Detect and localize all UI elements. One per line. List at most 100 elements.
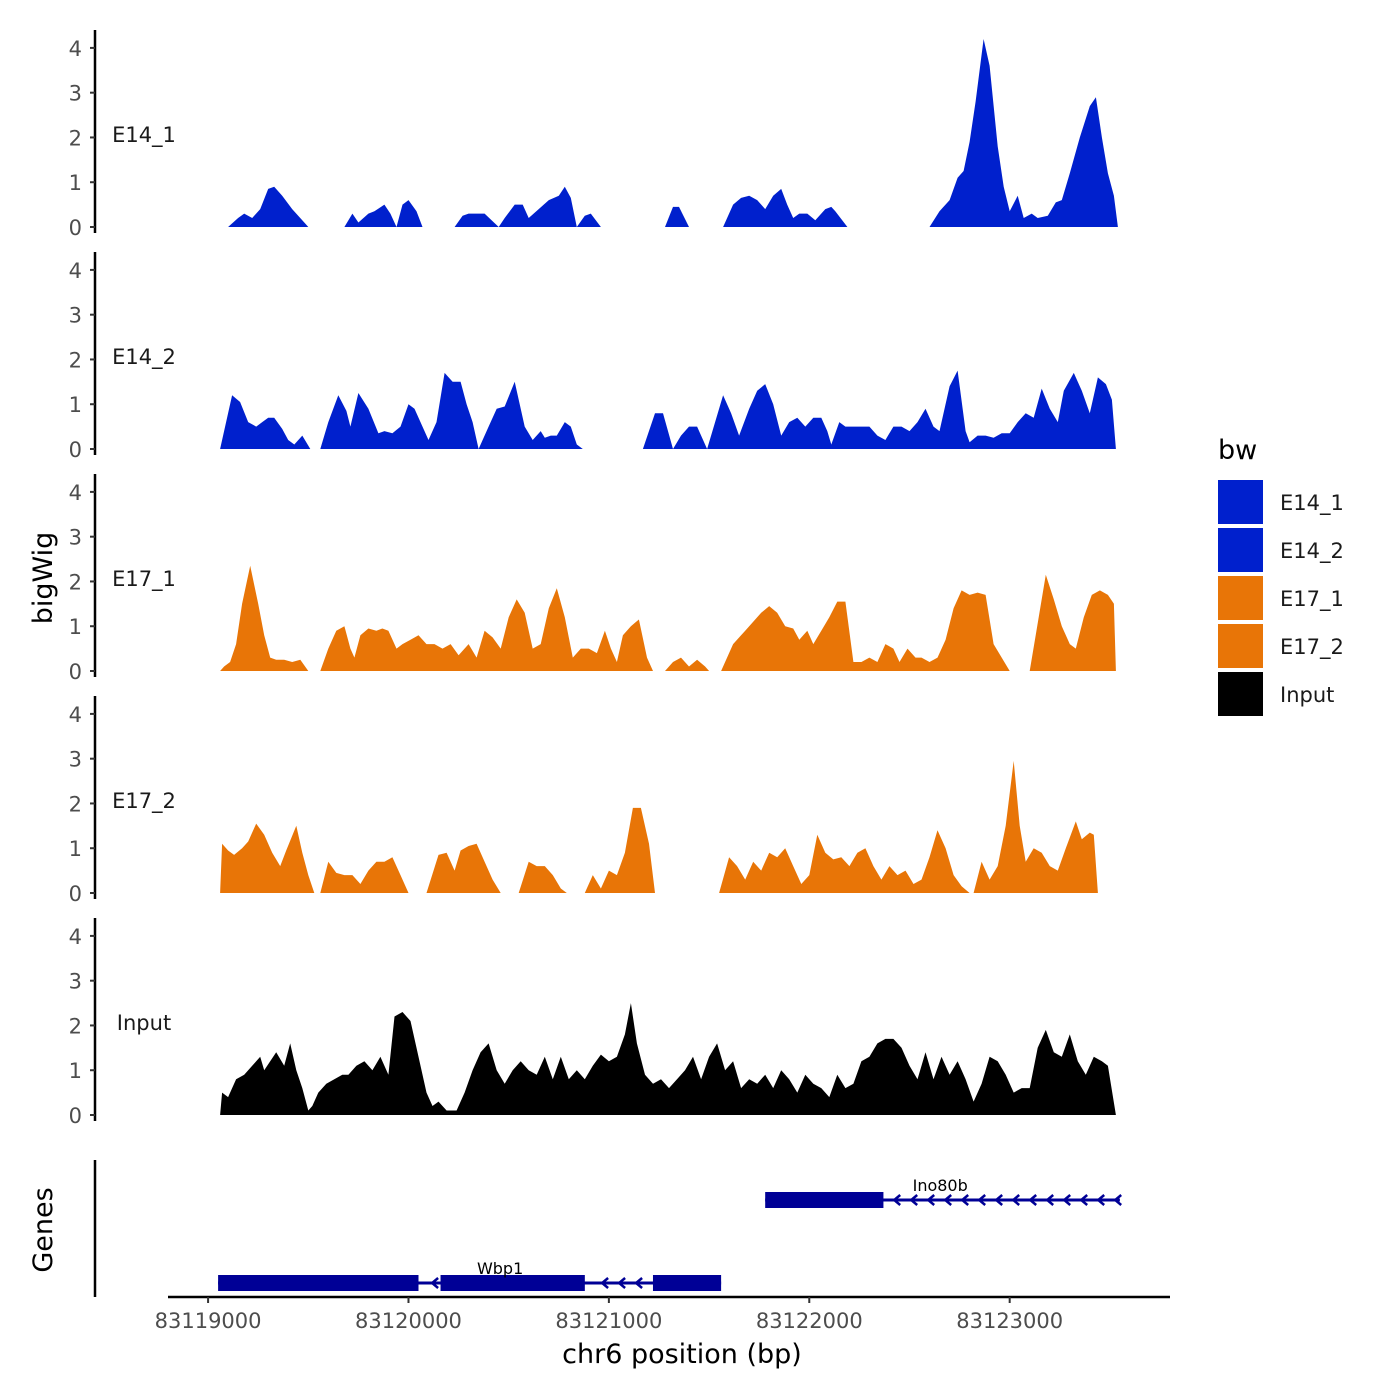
y-axis-title: bigWig bbox=[28, 532, 59, 625]
track-e14-2: 0 1 2 3 4 E14_2 bbox=[69, 252, 1116, 462]
signal-area bbox=[719, 760, 1098, 893]
y-tick-label: 3 bbox=[69, 304, 82, 328]
y-tick-label: 2 bbox=[69, 126, 82, 150]
y-tick-label: 4 bbox=[69, 703, 82, 727]
strand-arrow bbox=[600, 1277, 609, 1289]
legend-swatch bbox=[1218, 672, 1263, 716]
strand-arrow bbox=[430, 1277, 439, 1289]
strand-arrow bbox=[943, 1194, 952, 1206]
strand-arrow bbox=[926, 1194, 935, 1206]
track-label: Input bbox=[117, 1011, 171, 1035]
x-axis-title: chr6 position (bp) bbox=[562, 1339, 802, 1370]
legend-label: E14_2 bbox=[1280, 539, 1344, 564]
legend-swatch bbox=[1218, 576, 1263, 620]
track-label: E17_2 bbox=[112, 789, 176, 814]
y-tick-label: 2 bbox=[69, 1014, 82, 1038]
track-e17-2: 0 1 2 3 4 E17_2 bbox=[69, 696, 1098, 906]
signal-area bbox=[220, 1003, 1116, 1115]
legend-item-e14-1: E14_1 bbox=[1218, 480, 1344, 524]
y-tick-label: 3 bbox=[69, 82, 82, 106]
strand-arrow bbox=[892, 1194, 901, 1206]
y-tick-label: 0 bbox=[69, 882, 82, 906]
y-tick-label: 1 bbox=[69, 837, 82, 861]
y-tick-label: 1 bbox=[69, 171, 82, 195]
strand-arrow bbox=[909, 1194, 918, 1206]
strand-arrow bbox=[617, 1277, 626, 1289]
legend-item-input: Input bbox=[1218, 672, 1334, 716]
signal-area bbox=[320, 372, 583, 449]
legend-title: bw bbox=[1218, 435, 1257, 466]
signal-area bbox=[320, 588, 653, 671]
legend: bw E14_1 E14_2 E17_1 E17_2 Input bbox=[1218, 435, 1344, 716]
track-e17-1: 0 1 2 3 4 E17_1 bbox=[69, 474, 1116, 684]
track-e14-1: 0 1 2 3 4 E14_1 bbox=[69, 30, 1118, 240]
y-tick-label: 0 bbox=[69, 438, 82, 462]
strand-arrow bbox=[1045, 1194, 1054, 1206]
y-tick-label: 0 bbox=[69, 216, 82, 240]
strand-arrow bbox=[1011, 1194, 1020, 1206]
signal-area bbox=[723, 188, 848, 227]
strand-arrow bbox=[1062, 1194, 1071, 1206]
y-tick-label: 4 bbox=[69, 481, 82, 505]
signal-area bbox=[344, 200, 423, 227]
track-label: E14_2 bbox=[112, 345, 176, 370]
x-tick-label: 83123000 bbox=[956, 1309, 1063, 1333]
legend-item-e17-2: E17_2 bbox=[1218, 624, 1344, 668]
x-tick-label: 83122000 bbox=[756, 1309, 863, 1333]
signal-area bbox=[454, 186, 601, 227]
signal-area bbox=[721, 590, 1010, 671]
genes-axis-title: Genes bbox=[28, 1187, 59, 1272]
strand-arrow bbox=[1079, 1194, 1088, 1206]
signal-area bbox=[665, 657, 710, 671]
strand-arrow bbox=[1028, 1194, 1037, 1206]
signal-area bbox=[518, 861, 567, 893]
y-tick-label: 4 bbox=[69, 259, 82, 283]
strand-arrow bbox=[960, 1194, 969, 1206]
gene-label: Wbp1 bbox=[477, 1259, 523, 1278]
legend-swatch bbox=[1218, 624, 1263, 668]
signal-area bbox=[584, 807, 655, 893]
signal-area bbox=[426, 843, 501, 893]
x-tick-label: 83121000 bbox=[555, 1309, 662, 1333]
y-tick-label: 1 bbox=[69, 393, 82, 417]
strand-arrow bbox=[634, 1277, 643, 1289]
signal-area bbox=[1029, 574, 1116, 671]
legend-label: E14_1 bbox=[1280, 491, 1344, 516]
y-tick-label: 2 bbox=[69, 570, 82, 594]
tracks-group: 0 1 2 3 4 E14_1 0 1 2 3 4 E14_2 0 1 2 3 4 E17_1 0 1 2 3 4 E17_2… bbox=[69, 30, 1118, 1128]
signal-area bbox=[228, 186, 309, 227]
y-tick-label: 1 bbox=[69, 1059, 82, 1083]
gene-exon bbox=[218, 1275, 419, 1291]
signal-area bbox=[642, 370, 1116, 449]
y-tick-label: 2 bbox=[69, 792, 82, 816]
x-tick-label: 83119000 bbox=[155, 1309, 262, 1333]
y-tick-label: 0 bbox=[69, 660, 82, 684]
x-tick-label: 83120000 bbox=[355, 1309, 462, 1333]
x-axis: 83119000 83120000 83121000 83122000 83123000 bbox=[155, 1295, 1170, 1333]
legend-swatch bbox=[1218, 480, 1263, 524]
legend-label: Input bbox=[1280, 683, 1334, 707]
legend-label: E17_1 bbox=[1280, 587, 1344, 612]
legend-label: E17_2 bbox=[1280, 635, 1344, 660]
y-tick-label: 0 bbox=[69, 1104, 82, 1128]
signal-area bbox=[220, 565, 309, 671]
strand-arrow bbox=[977, 1194, 986, 1206]
signal-area bbox=[665, 206, 689, 227]
track-label: E17_1 bbox=[112, 567, 176, 592]
track-input: 0 1 2 3 4 Input bbox=[69, 918, 1116, 1128]
y-tick-label: 3 bbox=[69, 748, 82, 772]
signal-area bbox=[220, 823, 409, 893]
gene-ino80b: Ino80b bbox=[765, 1176, 1122, 1208]
strand-arrow bbox=[994, 1194, 1003, 1206]
gene-exon bbox=[440, 1275, 585, 1291]
y-tick-label: 2 bbox=[69, 348, 82, 372]
strand-arrow bbox=[1113, 1194, 1122, 1206]
gene-exon bbox=[652, 1275, 722, 1291]
gene-wbp1: Wbp1 bbox=[218, 1259, 722, 1291]
signal-area bbox=[929, 39, 1118, 227]
legend-swatch bbox=[1218, 528, 1263, 572]
track-label: E14_1 bbox=[112, 123, 176, 148]
gene-label: Ino80b bbox=[913, 1176, 968, 1195]
genes-track: Ino80b Wbp1 bbox=[93, 1160, 1122, 1297]
